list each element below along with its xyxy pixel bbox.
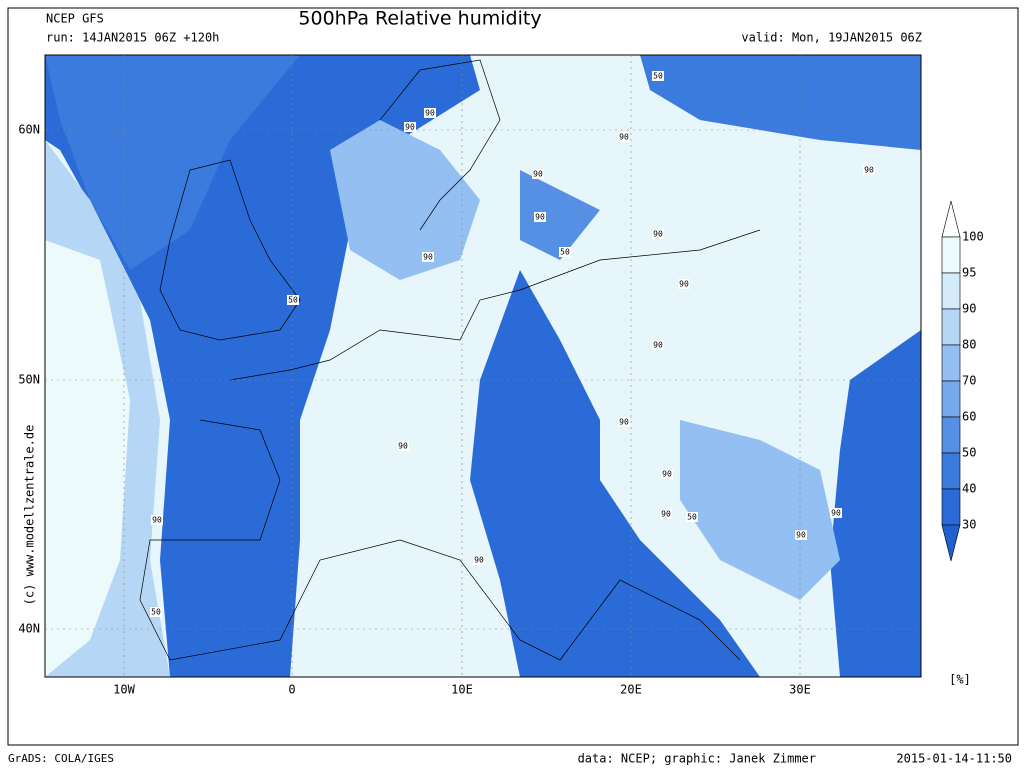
contour-label-bg [534,212,546,222]
colorbar-label: 95 [962,266,976,280]
contour-label: 50 [151,608,161,617]
contour-label: 90 [679,280,689,289]
contour-label-bg [150,607,162,617]
colorbar: 100 95 90 80 70 60 50 40 30 [941,200,984,562]
contour-label: 50 [687,513,697,522]
contour-label-bg [652,340,664,350]
contour-label-bg [618,417,630,427]
contour-label: 90 [152,516,162,525]
title: 500hPa Relative humidity [298,8,541,30]
frame [7,7,1019,746]
contour-label: 90 [864,166,874,175]
contour-label: 90 [533,170,543,179]
contour-label-bg [863,165,875,175]
humidity-region [830,330,921,677]
credit: data: NCEP; graphic: Janek Zimmer [578,752,816,766]
software: GrADS: COLA/IGES [8,752,114,765]
contour-label: 50 [288,296,298,305]
contour-label-bg [422,252,434,262]
colorbar-box [941,416,961,454]
contour-label-bg [686,512,698,522]
humidity-region [640,55,921,150]
contour-label: 90 [653,341,663,350]
contour-label-bg [652,71,664,81]
colorbar-label: 80 [962,338,976,352]
lon-label: 30E [789,683,811,697]
colorbar-box [941,380,961,418]
map-border [44,54,922,678]
colorbar-label: 40 [962,482,976,496]
contour-label: 90 [474,556,484,565]
contour-label: 90 [661,510,671,519]
colorbar-box [941,236,961,274]
colorbar-box [941,452,961,490]
colorbar-unit: [%] [949,673,971,687]
colorbar-label: 60 [962,410,976,424]
lon-label: 20E [620,683,642,697]
contour-label: 90 [619,418,629,427]
humidity-region [45,55,300,270]
map: 90 90 50 90 90 90 90 50 90 50 90 90 90 90 90 90 90 50 90 90… [44,54,922,678]
contour-label: 90 [831,509,841,518]
contour-label-bg [618,132,630,142]
colorbar-box [941,272,961,310]
contour-label-bg [404,122,416,132]
lat-label: 60N [18,123,40,137]
valid: valid: Mon, 19JAN2015 06Z [741,31,922,45]
contour-label-bg [660,509,672,519]
humidity-region [330,120,480,280]
colorbar-label: 100 [962,230,984,244]
colorbar-label: 90 [962,302,976,316]
watermark: (c) www.modellzentrale.de [23,425,37,606]
contour-label-bg [830,508,842,518]
lat-label: 40N [18,622,40,636]
contour-label: 90 [653,230,663,239]
humidity-region [520,170,600,260]
contour-label: 90 [425,109,435,118]
contour-label-bg [678,279,690,289]
coastlines [139,59,761,661]
contour-label: 90 [796,531,806,540]
humidity-region [45,240,130,677]
contour-label: 90 [662,470,672,479]
humidity-region [470,270,760,677]
contour-labels: 90 90 50 90 90 90 90 50 90 50 90 90 90 90 90 90 90 50 90 90… [150,71,875,617]
contour-label: 90 [619,133,629,142]
colorbar-box [941,488,961,526]
contour-label-bg [287,295,299,305]
contour-label-bg [424,108,436,118]
contour-label: 90 [423,253,433,262]
contour-label-bg [559,247,571,257]
contour-label: 90 [535,213,545,222]
lat-label: 50N [18,373,40,387]
contour-label: 90 [398,442,408,451]
contour-label-bg [652,229,664,239]
colorbar-box [941,344,961,382]
contour-label: 50 [653,72,663,81]
contour-label: 50 [560,248,570,257]
contour-label: 90 [405,123,415,132]
colorbar-label: 50 [962,446,976,460]
colorbar-arrow [941,200,961,238]
timestamp: 2015-01-14-11:50 [896,752,1012,766]
contour-label-bg [532,169,544,179]
lon-label: 10E [451,683,473,697]
contour-label-bg [397,441,409,451]
run: run: 14JAN2015 06Z +120h [46,31,219,45]
lon-label: 10W [113,683,135,697]
lon-label: 0 [288,683,295,697]
colorbar-arrow [941,524,961,562]
contour-label-bg [661,469,673,479]
contour-label-bg [151,515,163,525]
contour-label-bg [795,530,807,540]
colorbar-label: 70 [962,374,976,388]
colorbar-box [941,308,961,346]
model: NCEP GFS [46,12,104,26]
contour-label-bg [473,555,485,565]
colorbar-label: 30 [962,518,976,532]
